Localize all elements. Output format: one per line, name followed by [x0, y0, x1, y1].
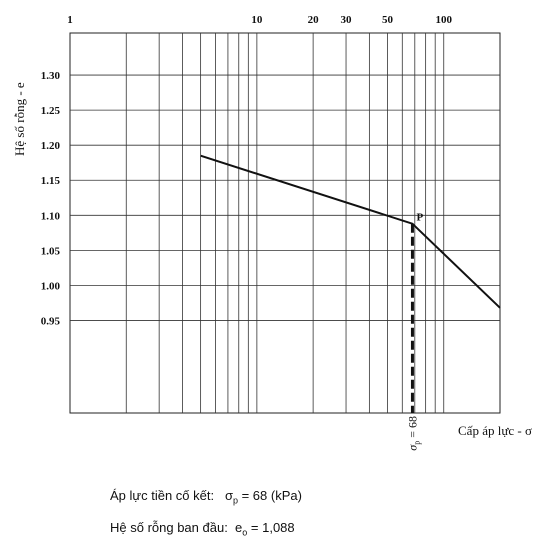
y-tick-label: 1.15 — [41, 175, 61, 187]
void-ratio-symbol: e — [235, 520, 243, 535]
x-tick-label: 50 — [382, 14, 394, 26]
e-log-p-curve — [200, 154, 501, 309]
y-axis-label: Hệ số rỗng - e — [12, 82, 27, 156]
preconsolidation-symbol: σ — [224, 488, 233, 503]
plot-frame — [69, 32, 501, 414]
x-tick-label: 1 — [67, 14, 73, 26]
preconsolidation-value: = 68 (kPa) — [237, 488, 302, 503]
x-axis-label: Cấp áp lực - σ — [458, 423, 532, 438]
y-tick-label: 1.05 — [41, 245, 61, 257]
sigma-p-marker-label: σp = 68 — [405, 416, 421, 451]
y-tick-label: 1.25 — [41, 105, 61, 117]
void-ratio-label: Hệ số rỗng ban đầu: — [110, 520, 228, 535]
preconsolidation-pressure-text: Áp lực tiền cố kết: σp = 68 (kPa) — [110, 488, 302, 506]
chart-tick-labels: 1 10 20 30 50 100 1.30 1.25 1.20 1.15 1.10 1.05 1.00… — [12, 14, 532, 438]
chart-grid — [69, 32, 501, 414]
y-tick-label: 1.20 — [41, 140, 61, 152]
x-tick-label: 30 — [341, 14, 353, 26]
initial-void-ratio-text: Hệ số rỗng ban đầu: eo = 1,088 — [110, 520, 295, 538]
point-p-label: P — [416, 212, 423, 224]
void-ratio-subscript: o — [242, 527, 248, 538]
sigma-p-marker-text: σp = 68 — [405, 416, 421, 451]
x-tick-label: 10 — [251, 14, 263, 26]
chart: 1 10 20 30 50 100 1.30 1.25 1.20 1.15 1.10 1.05 1.00… — [12, 14, 532, 451]
chart-marks: Pσp = 68 — [200, 154, 501, 451]
y-tick-label: 1.00 — [41, 280, 61, 292]
void-ratio-value: = 1,088 — [247, 520, 295, 535]
x-tick-label: 20 — [308, 14, 320, 26]
preconsolidation-label: Áp lực tiền cố kết: — [110, 488, 215, 503]
y-tick-label: 0.95 — [41, 315, 61, 327]
preconsolidation-subscript: p — [232, 495, 238, 506]
y-tick-label: 1.30 — [41, 70, 61, 82]
x-tick-label: 100 — [435, 14, 452, 26]
y-tick-label: 1.10 — [41, 210, 61, 222]
